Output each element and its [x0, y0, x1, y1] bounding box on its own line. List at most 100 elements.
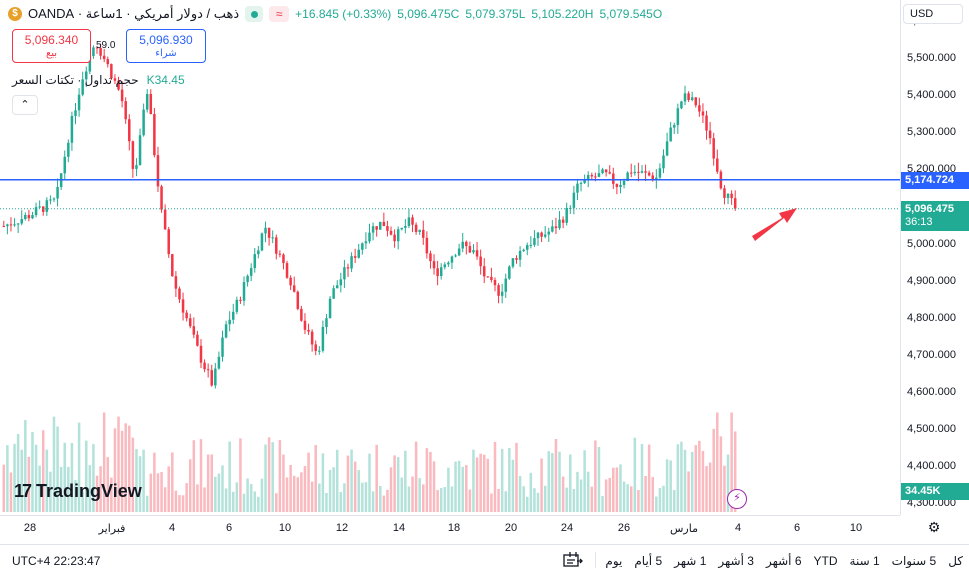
volume-bar	[70, 442, 74, 512]
volume-bar	[680, 441, 683, 512]
volume-bar	[199, 439, 203, 512]
volume-bar	[31, 431, 34, 512]
candle-body	[335, 285, 339, 289]
candle-body	[253, 254, 257, 269]
candle-body	[518, 250, 522, 260]
volume-bar	[224, 488, 228, 512]
candle-body	[414, 224, 418, 232]
tradingview-logo-text: TradingView	[36, 481, 142, 501]
candle-body	[637, 171, 640, 173]
candle-body	[597, 173, 601, 177]
volume-bar	[375, 444, 378, 512]
range-button[interactable]: YTD	[813, 554, 838, 568]
volume-bar	[95, 475, 99, 512]
volume-bar	[429, 451, 432, 512]
volume-bar	[106, 457, 110, 512]
candle-body	[400, 227, 404, 230]
candle-body	[475, 250, 479, 257]
buy-label: شراء	[155, 48, 177, 59]
volume-bar	[386, 489, 389, 512]
range-button[interactable]: كل	[948, 554, 963, 568]
buy-button[interactable]: 5,096.930 شراء	[126, 29, 206, 63]
chart-area[interactable]	[0, 0, 900, 515]
time-axis[interactable]: 28 فبراير 4 6 10 12 14 18 20 24 26 مارس 4 6 10	[0, 515, 900, 539]
range-button[interactable]: 1 شهر	[674, 554, 707, 568]
gear-icon[interactable]: ⚙	[927, 519, 941, 535]
sell-button[interactable]: 5,096.340 بيع	[12, 29, 91, 63]
candle-body	[404, 226, 407, 228]
candle-body	[314, 344, 317, 351]
open-value: 5,079.545O	[599, 7, 663, 21]
range-button[interactable]: 6 أشهر	[765, 554, 802, 568]
volume-legend[interactable]: حجم تداول · تكتات السعر K34.45	[12, 73, 185, 87]
volume-bar	[67, 466, 70, 512]
volume-bar	[20, 449, 23, 512]
volume-bar	[673, 490, 676, 512]
candle-body	[242, 282, 246, 301]
volume-bar	[88, 465, 92, 512]
waves-icon[interactable]: ≈	[269, 6, 290, 22]
volume-bar	[526, 496, 529, 512]
price-tick-label: 4,500.000	[907, 422, 956, 435]
candle-body	[332, 288, 335, 299]
volume-bar	[310, 481, 314, 512]
price-axis[interactable]: 5,600.0005,500.0005,400.0005,300.0005,20…	[900, 0, 969, 515]
market-status-badge[interactable]	[245, 6, 264, 22]
volume-bar	[404, 450, 407, 512]
candle-body	[160, 186, 163, 210]
volume-bar	[149, 473, 153, 512]
candle-body	[70, 115, 74, 143]
candle-body	[264, 227, 267, 234]
volume-bar	[328, 469, 332, 512]
symbol-title[interactable]: ذهب / دولار أمريكي · 1ساعة · OANDA	[28, 6, 240, 21]
volume-bar	[522, 486, 525, 512]
range-button[interactable]: 1 سنة	[849, 554, 880, 568]
candle-body	[85, 71, 88, 80]
time-tick-label: 6	[793, 522, 801, 534]
volume-bar	[490, 493, 493, 512]
volume-bar	[708, 462, 712, 512]
candle-body	[16, 223, 20, 225]
volume-bar	[49, 471, 52, 512]
price-tick-label: 5,300.000	[907, 126, 956, 139]
volume-bar	[56, 426, 59, 512]
volume-bar	[669, 460, 672, 512]
candle-body	[145, 93, 149, 110]
range-button[interactable]: 3 أشهر	[718, 554, 754, 568]
candle-body	[310, 331, 314, 345]
volume-bar	[339, 491, 343, 512]
candle-body	[733, 198, 737, 209]
volume-bar	[569, 454, 572, 512]
tradingview-logo[interactable]: 17 TradingView	[14, 481, 142, 502]
candle-body	[271, 237, 274, 239]
range-button[interactable]: 5 سنوات	[891, 554, 937, 568]
volume-bar	[436, 490, 439, 512]
time-tick-label: 4	[168, 522, 176, 534]
volume-bar	[249, 484, 253, 512]
candle-body	[712, 138, 715, 159]
time-tick-label: 24	[560, 522, 574, 534]
volume-bar	[468, 489, 472, 512]
chevron-up-icon[interactable]: ⌃	[12, 95, 38, 115]
time-tick-label: 26	[617, 522, 631, 534]
candle-body	[153, 114, 156, 156]
clock-timezone[interactable]: UTC+4 22:23:47	[12, 554, 101, 568]
volume-bar	[228, 441, 231, 512]
candle-body	[303, 320, 307, 330]
range-button[interactable]: يوم	[605, 554, 623, 568]
volume-bar	[264, 444, 267, 512]
lightning-icon[interactable]: ⚡	[727, 489, 747, 509]
range-button[interactable]: 5 أيام	[634, 554, 663, 568]
candle-body	[27, 214, 31, 219]
candle-body	[278, 253, 282, 255]
compare-icon[interactable]	[562, 551, 584, 569]
candle-body	[113, 78, 117, 81]
candlestick-chart[interactable]	[0, 0, 900, 515]
volume-bar	[85, 440, 88, 512]
candle-body	[393, 234, 396, 242]
gold-coin-icon[interactable]: $	[8, 7, 22, 21]
volume-bar	[500, 448, 504, 512]
volume-bar	[41, 430, 45, 512]
candle-body	[289, 277, 292, 286]
currency-button[interactable]: USD	[903, 4, 963, 24]
